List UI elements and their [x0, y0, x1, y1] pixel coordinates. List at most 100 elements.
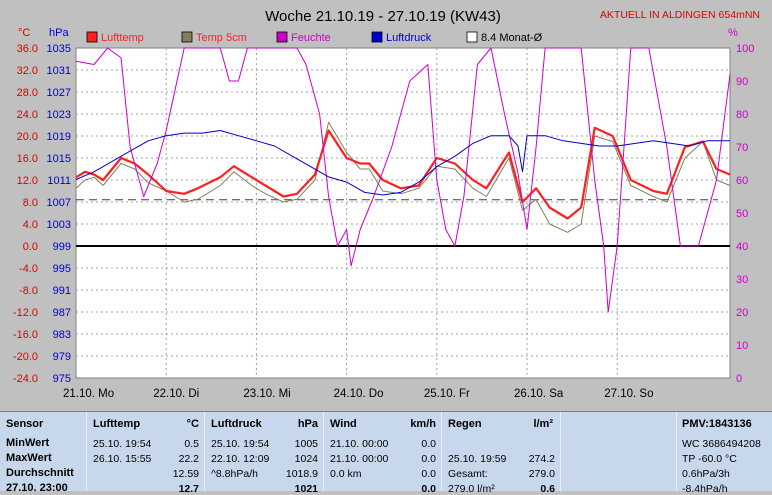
y-tick-percent: 60 [736, 175, 748, 187]
y-tick-celsius: 0.0 [23, 241, 38, 253]
wind-avg-value: 0.0 [421, 468, 436, 480]
y-tick-hpa: 1023 [47, 109, 71, 121]
stats-col-sensor: Sensor MinWert MaxWert Durchschnitt 27.1… [0, 412, 87, 494]
regen-max-value: 274.2 [528, 453, 555, 465]
y-tick-celsius: -12.0 [13, 307, 38, 319]
stats-unit-regen: l/m² [533, 418, 553, 430]
legend-swatch-luftdruck [371, 31, 383, 43]
y-axis-hpa: 1035 1031 1027 1023 1019 1015 1011 1007 1003 999 9… [47, 43, 71, 385]
y-tick-celsius: -16.0 [13, 329, 38, 341]
y-tick-hpa: 991 [53, 285, 71, 297]
regen-total-label: Gesamt: [448, 468, 488, 480]
y-tick-celsius: 32.0 [17, 65, 38, 77]
y-tick-celsius: -24.0 [13, 373, 38, 385]
stats-col-lufttemp: Lufttemp °C 25.10. 19:54 0.5 26.10. 15:5… [87, 412, 205, 495]
stats-col-spacer [561, 412, 677, 491]
chart-title: Woche 21.10.19 - 27.10.19 (KW43) [265, 8, 501, 25]
y-tick-percent: 10 [736, 340, 748, 352]
y-tick-hpa: 995 [53, 263, 71, 275]
stats-header-lufttemp: Lufttemp [93, 418, 141, 430]
lufttemp-min-time: 25.10. 19:54 [93, 438, 152, 450]
x-tick-label: 27.10. So [604, 388, 653, 400]
y-tick-percent: 70 [736, 142, 748, 154]
legend: Lufttemp Temp 5cm Feuchte Luftdruck 8.4 … [86, 31, 543, 44]
regen-total-current: 279.0 l/m² [448, 483, 495, 495]
y-tick-celsius: -20.0 [13, 351, 38, 363]
legend-swatch-feuchte [276, 31, 288, 43]
stats-unit-wind: km/h [410, 418, 436, 430]
legend-swatch-lufttemp [86, 31, 98, 43]
lufttemp-max-time: 26.10. 15:55 [93, 453, 152, 465]
wind-min-value: 0.0 [421, 438, 436, 450]
y-tick-percent: 40 [736, 241, 748, 253]
legend-swatch-monat [466, 31, 478, 43]
x-axis: 21.10. Mo 22.10. Di 23.10. Mi 24.10. Do 25.1… [63, 388, 653, 400]
y-tick-hpa: 975 [53, 373, 71, 385]
stats-col-luftdruck: Luftdruck hPa 25.10. 19:54 1005 22.10. 1… [205, 412, 324, 495]
unit-hpa: hPa [49, 27, 69, 39]
row-label-current: 27.10. 23:00 [6, 482, 68, 494]
y-tick-percent: 80 [736, 109, 748, 121]
y-tick-hpa: 979 [53, 351, 71, 363]
y-tick-hpa: 983 [53, 329, 71, 341]
x-tick-label: 24.10. Do [334, 388, 384, 400]
stats-header-luftdruck: Luftdruck [211, 418, 262, 430]
stats-col-wind: Wind km/h 21.10. 00:00 0.0 21.10. 00:00 … [324, 412, 442, 495]
y-tick-hpa: 1015 [47, 153, 71, 165]
wind-max-value: 0.0 [421, 453, 436, 465]
legend-label-luftdruck: Luftdruck [386, 32, 432, 44]
legend-label-temp5cm: Temp 5cm [196, 32, 247, 44]
x-tick-label: 22.10. Di [153, 388, 199, 400]
legend-label-monat: 8.4 Monat-Ø [481, 32, 543, 44]
wind-min-time: 21.10. 00:00 [330, 438, 389, 450]
wind-current-value: 0.0 [421, 483, 436, 495]
series-luftdruck [75, 130, 730, 196]
y-tick-celsius: 12.0 [17, 175, 38, 187]
stats-header-wind: Wind [330, 418, 357, 430]
x-tick-label: 25.10. Fr [424, 388, 470, 400]
y-axis-celsius: 36.0 32.0 28.0 24.0 20.0 16.0 12.0 8.0 4.0 0.0 -4.… [13, 43, 38, 385]
y-tick-hpa: 999 [53, 241, 71, 253]
y-tick-celsius: 24.0 [17, 109, 38, 121]
y-tick-celsius: 28.0 [17, 87, 38, 99]
stats-col-pmv: PMV:1843136 WC 3686494208 TP -60.0 °C 0.… [677, 412, 772, 495]
pmv-tp: TP -60.0 °C [682, 453, 737, 465]
row-label-avg: Durchschnitt [6, 467, 74, 479]
series-feuchte [75, 47, 731, 313]
wind-max-time: 21.10. 00:00 [330, 453, 389, 465]
y-tick-hpa: 1035 [47, 43, 71, 55]
lufttemp-min-value: 0.5 [184, 438, 199, 450]
series-lines [75, 47, 731, 313]
plot-area [75, 47, 731, 379]
x-tick-label: 21.10. Mo [63, 388, 114, 400]
stats-header-sensor: Sensor [6, 418, 44, 430]
legend-swatch-temp5cm [181, 31, 193, 43]
x-tick-label: 23.10. Mi [243, 388, 290, 400]
stats-panel: Sensor MinWert MaxWert Durchschnitt 27.1… [0, 411, 772, 495]
y-tick-hpa: 1027 [47, 87, 71, 99]
luftdruck-avg-value: 1018.9 [285, 468, 318, 480]
lufttemp-current-value: 12.7 [178, 483, 199, 495]
stats-col-regen: Regen l/m² 25.10. 19:59 274.2 Gesamt: 27… [442, 412, 561, 495]
luftdruck-current-value: 1021 [294, 483, 318, 495]
stats-unit-luftdruck: hPa [297, 418, 318, 430]
wind-distance: 0.0 km [330, 468, 362, 480]
luftdruck-trend: ^8.8hPa/h [211, 468, 258, 480]
y-tick-hpa: 1007 [47, 197, 71, 209]
unit-celsius: °C [18, 27, 30, 39]
regen-total-value: 279.0 [528, 468, 555, 480]
lufttemp-max-value: 22.2 [178, 453, 199, 465]
pmv-trend1h: -8.4hPa/h [682, 483, 728, 495]
y-tick-percent: 30 [736, 274, 748, 286]
y-tick-hpa: 1003 [47, 219, 71, 231]
legend-label-lufttemp: Lufttemp [101, 32, 144, 44]
unit-percent: % [728, 27, 738, 39]
regen-current-value: 0.6 [540, 483, 555, 495]
weather-chart: Woche 21.10.19 - 27.10.19 (KW43) AKTUELL… [12, 8, 760, 400]
y-tick-celsius: 20.0 [17, 131, 38, 143]
stats-header-pmv: PMV:1843136 [682, 418, 752, 430]
y-tick-percent: 90 [736, 76, 748, 88]
status-text: AKTUELL IN ALDINGEN 654mNN [600, 9, 760, 21]
y-tick-percent: 0 [736, 373, 742, 385]
y-tick-hpa: 1019 [47, 131, 71, 143]
